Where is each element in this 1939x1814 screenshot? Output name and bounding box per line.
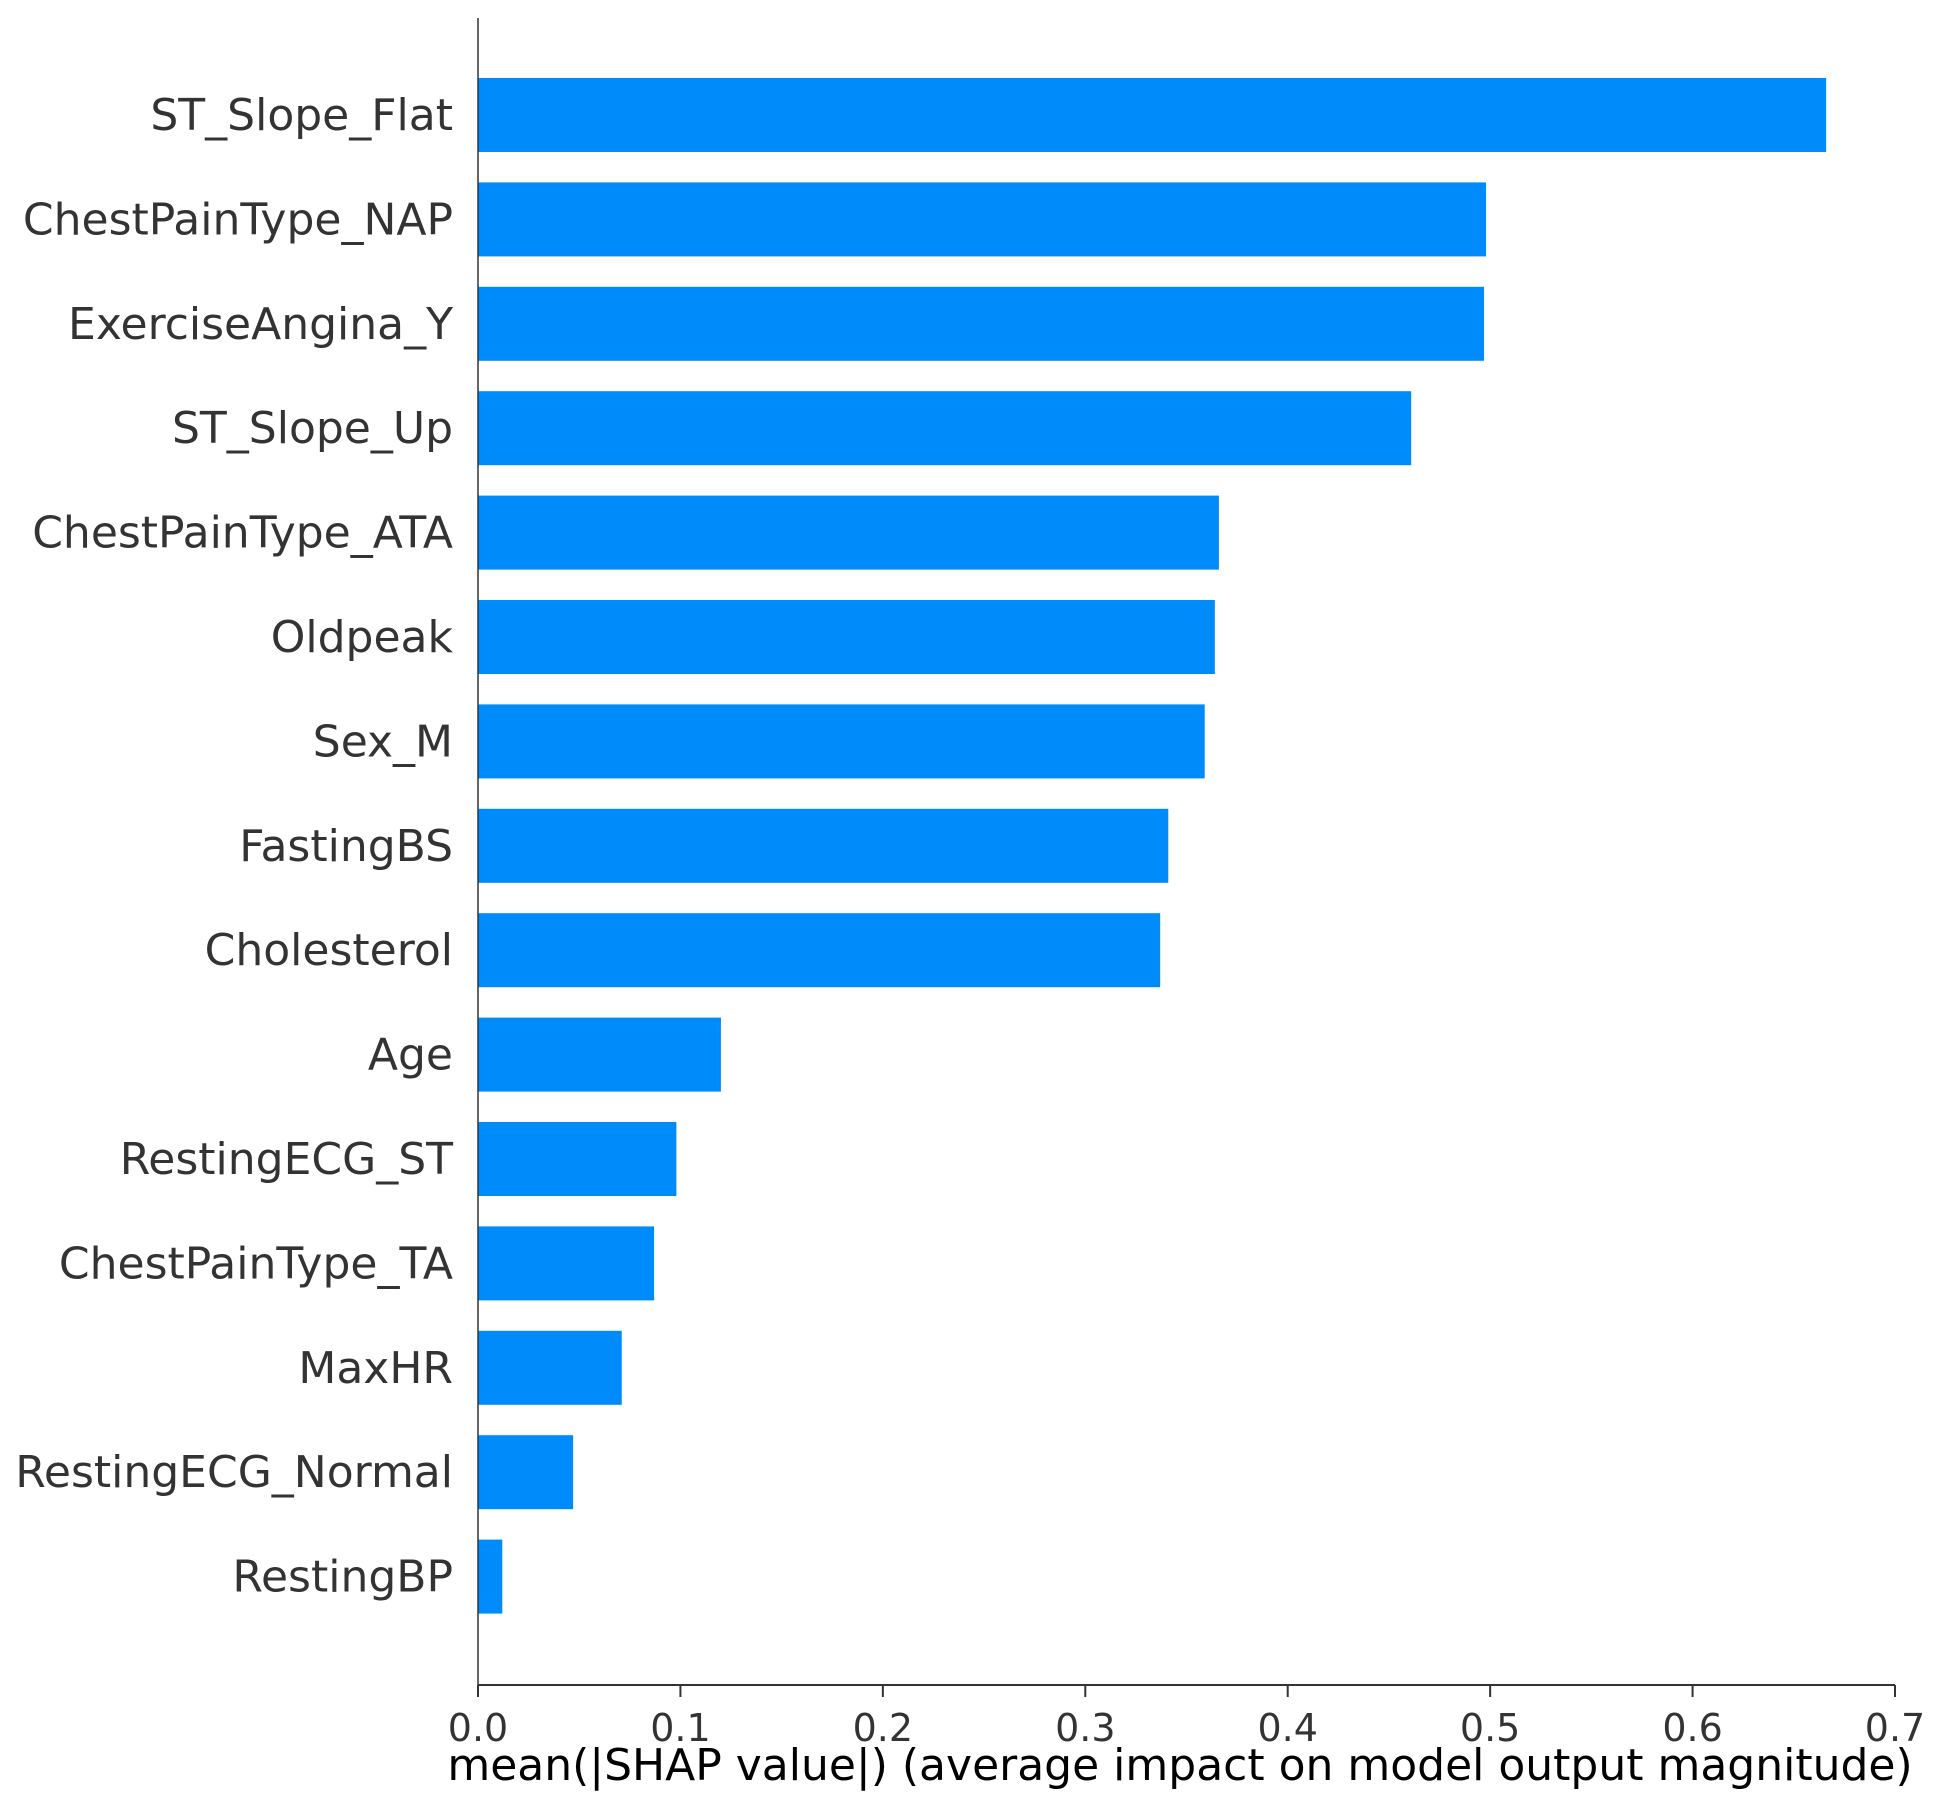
category-label: ExerciseAngina_Y — [68, 299, 453, 350]
x-tick-label: 0.7 — [1865, 1706, 1925, 1750]
bar-exerciseangina-y — [478, 286, 1485, 361]
category-label: Sex_M — [313, 716, 453, 767]
bar-age — [478, 1017, 721, 1092]
x-tick-label: 0.5 — [1460, 1706, 1520, 1750]
category-labels: ST_Slope_Flat ChestPainType_NAP ExerciseAn… — [15, 90, 453, 1603]
category-label: ChestPainType_ATA — [32, 508, 453, 559]
bar-oldpeak — [478, 600, 1215, 674]
bar-restingecg-st — [478, 1122, 677, 1196]
category-label: Oldpeak — [271, 612, 454, 663]
category-label: RestingECG_Normal — [15, 1447, 453, 1498]
bar-fastingbs — [478, 808, 1169, 883]
x-tick-label: 0.0 — [448, 1706, 508, 1750]
category-label: RestingBP — [232, 1552, 453, 1603]
category-label: Age — [368, 1030, 453, 1081]
category-label: ST_Slope_Up — [172, 403, 453, 454]
category-label: ChestPainType_TA — [59, 1238, 453, 1289]
bar-restingecg-normal — [478, 1435, 574, 1510]
x-tick-label: 0.2 — [853, 1706, 913, 1750]
bar-chestpaintype-ta — [478, 1226, 655, 1301]
bar-restingbp — [478, 1539, 503, 1614]
bar-maxhr — [478, 1330, 622, 1405]
x-tick-label: 0.1 — [650, 1706, 710, 1750]
category-label: ChestPainType_NAP — [23, 194, 453, 245]
x-tick-label: 0.6 — [1662, 1706, 1722, 1750]
category-label: ST_Slope_Flat — [150, 90, 453, 141]
bar-chestpaintype-ata — [478, 495, 1219, 570]
category-label: MaxHR — [298, 1343, 453, 1394]
category-label: Cholesterol — [205, 925, 453, 976]
x-tick-label: 0.3 — [1055, 1706, 1115, 1750]
bar-sex-m — [478, 704, 1205, 779]
category-label: FastingBS — [239, 821, 453, 872]
bar-chestpaintype-nap — [478, 182, 1487, 257]
bars-layer — [478, 78, 1827, 1614]
x-axis-label: mean(|SHAP value|) (average impact on mo… — [447, 1740, 1912, 1791]
bar-st-slope-up — [478, 391, 1412, 466]
category-label: RestingECG_ST — [120, 1134, 453, 1185]
bar-cholesterol — [478, 913, 1161, 988]
axes: 0.0 0.1 0.2 0.3 0.4 0.5 0.6 0.7 — [448, 18, 1925, 1750]
x-tick-label: 0.4 — [1257, 1706, 1317, 1750]
bar-st-slope-flat — [478, 78, 1827, 152]
